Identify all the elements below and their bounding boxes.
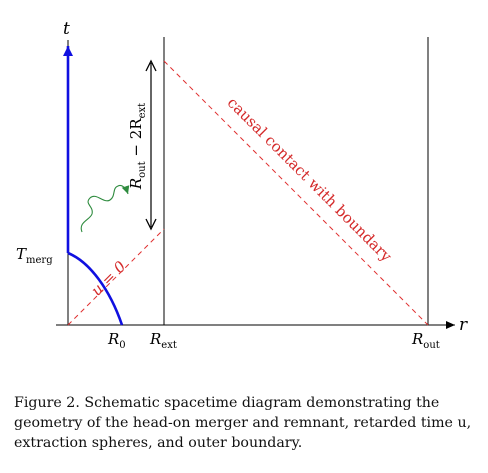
infall-curve — [67, 251, 124, 326]
causal-contact-line — [163, 60, 429, 326]
interval-label: Rout − 2Rext — [127, 103, 148, 190]
causal-contact-label: causal contact with boundary — [224, 94, 396, 266]
u-zero-line — [67, 228, 165, 326]
t-merg-label: Tmerg — [16, 245, 53, 266]
r-axis-label: r — [459, 315, 468, 335]
figure-caption: Figure 2. Schematic spacetime diagram de… — [14, 393, 476, 453]
r-out-label: Rout — [411, 330, 440, 351]
t-axis-label: t — [63, 19, 70, 39]
caption-label: Figure 2. — [14, 395, 80, 411]
r0-label: R0 — [107, 330, 126, 351]
interval-arrow-top — [145, 59, 157, 72]
gravitational-wave-arrow — [80, 184, 130, 233]
r-ext-label: Rext — [149, 330, 177, 351]
caption-text: Schematic spacetime diagram demonstratin… — [14, 395, 472, 451]
interval-arrow-bottom — [145, 218, 157, 231]
spacetime-diagram: t r Tmerg R0 Rext Rout u = 0 Rout − 2Rex… — [16, 19, 468, 351]
